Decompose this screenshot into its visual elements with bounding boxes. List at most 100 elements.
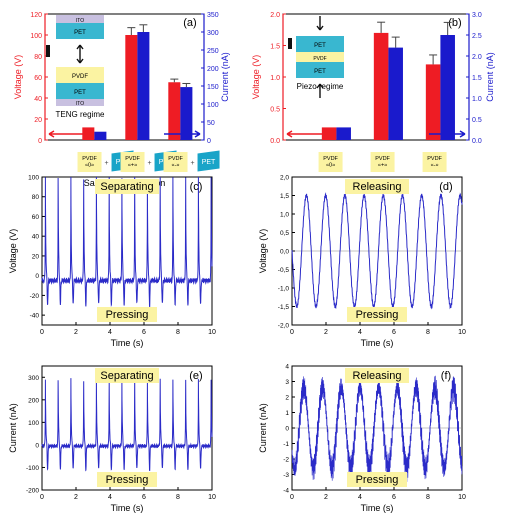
y-axis-label-left: Voltage (V): [251, 55, 261, 100]
film-label-box: [422, 152, 447, 172]
tick-label-right: 50: [207, 120, 215, 127]
layer-label: PET: [314, 43, 326, 49]
pet-block: [197, 150, 220, 172]
bar-current: [180, 87, 193, 140]
press-down-arrow-icon: [316, 16, 324, 31]
layer-ito-bottom: [56, 99, 104, 106]
line-chart-2: 0 2 4 6 8 10 -40 -20 0 20 40 60 80 100 Separating Press…: [8, 175, 216, 349]
tick-label-x: 10: [458, 494, 466, 501]
tick-label-y: -1,5: [278, 304, 290, 311]
tick-label-left: 80: [34, 54, 42, 61]
tick-label-y: 80: [32, 194, 40, 201]
combine-sign: +: [104, 160, 108, 167]
top-label-box: [95, 368, 159, 383]
inset-caption: Piezo regime: [297, 82, 344, 91]
right-arrow-icon: [164, 130, 201, 138]
tick-label-left: 20: [34, 117, 42, 124]
tick-label-right: 0.5: [472, 117, 482, 124]
tick-label-y: 0,5: [280, 230, 289, 237]
combine-sign: +: [190, 160, 194, 167]
electrode-bar-icon: [288, 38, 292, 49]
bar-chart-1: 0.0 0.5 1.0 1.5 2.0 0.0 0.5 1.0 1.5 2.0 2.5 3.0 Volt…: [251, 12, 495, 188]
line-chart-4: 0 2 4 6 8 10 -200 -100 0 100 200 300 Separating Press…: [8, 365, 216, 513]
bottom-label: Pressing: [106, 474, 149, 486]
tick-label-y: 60: [32, 214, 40, 221]
right-arrow-icon: [429, 130, 466, 138]
signal-trace: [41, 377, 213, 472]
tick-label-y: -3: [283, 472, 289, 479]
layer-label: PET: [314, 69, 326, 75]
tick-label-right: 3.0: [472, 12, 482, 19]
y-axis-label-right: Current (nA): [485, 52, 495, 102]
bottom-label-box: [97, 472, 157, 487]
tick-label-right: 2.0: [472, 54, 482, 61]
top-label-box: [345, 368, 409, 383]
tick-label-left: 0.5: [270, 107, 280, 114]
tick-label-y: -40: [30, 313, 40, 320]
tick-label-x: 4: [358, 329, 362, 336]
double-arrow-icon: [76, 44, 84, 64]
layer-pvdf: [56, 67, 104, 83]
film-label: PVDF «+»: [125, 156, 140, 169]
combine-sign: +: [147, 160, 151, 167]
tick-label-y: -4: [283, 488, 289, 495]
press-up-arrow-icon: [316, 83, 324, 98]
tick-label-y: 3: [285, 379, 289, 386]
film-label-box: [77, 152, 102, 172]
bar-current: [137, 32, 150, 140]
tick-label-y: -20: [30, 293, 40, 300]
top-label-box: [345, 179, 409, 194]
film-label: PVDF «0»: [323, 156, 338, 169]
tick-label-y: 0,0: [280, 249, 289, 256]
bar-current: [94, 131, 107, 140]
tick-label-left: 2.0: [270, 12, 280, 19]
electrode-bar-icon: [46, 45, 50, 57]
bar-voltage: [82, 127, 95, 140]
bottom-label: Pressing: [356, 309, 399, 321]
bar-chart-0: 0 20 40 60 80 100 120 0 50 100 150 200 250 300 350 Volt…: [13, 12, 230, 188]
layer-label: PET: [74, 30, 86, 36]
bottom-label: Pressing: [356, 474, 399, 486]
x-axis-label: Time (s): [361, 503, 394, 513]
tick-label-y: -2,0: [278, 323, 290, 330]
tick-label-x: 6: [392, 329, 396, 336]
tick-label-x: 10: [208, 494, 216, 501]
y-axis-label: Voltage (V): [258, 229, 268, 274]
film-label: PVDF «+»: [375, 156, 390, 169]
panel-label: (e): [189, 370, 202, 382]
x-axis-label: Time (s): [111, 503, 144, 513]
tick-label-left: 1.0: [270, 75, 280, 82]
tick-label-y: 100: [28, 420, 39, 427]
y-axis-label: Current (nA): [258, 403, 268, 453]
tick-label-y: -200: [26, 488, 39, 495]
tick-label-y: 1: [285, 410, 289, 417]
film-label-box: [370, 152, 395, 172]
left-arrow-icon: [48, 130, 87, 138]
film-label-box: [318, 152, 343, 172]
line-chart-5: 0 2 4 6 8 10 -4 -3 -2 -1 0 1 2 3 4 Releasing Pressing (f)…: [258, 364, 466, 514]
signal-trace: [291, 375, 463, 482]
tick-label-right: 350: [207, 12, 219, 19]
layer-pet-top: [296, 36, 344, 52]
top-label: Releasing: [353, 181, 402, 193]
panel-label: (a): [183, 17, 196, 29]
tick-label-y: 200: [28, 397, 39, 404]
tick-label-right: 0.0: [472, 138, 482, 145]
tick-label-x: 2: [74, 329, 78, 336]
bar-current: [440, 35, 455, 140]
tick-label-x: 0: [40, 329, 44, 336]
tick-label-left: 0: [38, 138, 42, 145]
bottom-label-box: [347, 307, 407, 322]
y-axis-label-left: Voltage (V): [13, 55, 23, 100]
bottom-label: Pressing: [106, 309, 149, 321]
tick-label-x: 2: [324, 329, 328, 336]
tick-label-y: -0,5: [278, 267, 290, 274]
tick-label-right: 1.0: [472, 96, 482, 103]
tick-label-y: -1: [283, 441, 289, 448]
layer-ito-top: [56, 15, 104, 23]
layer-pet-top: [56, 23, 104, 39]
tick-label-x: 8: [176, 329, 180, 336]
bar-voltage: [168, 82, 181, 140]
bar-current: [336, 127, 351, 140]
